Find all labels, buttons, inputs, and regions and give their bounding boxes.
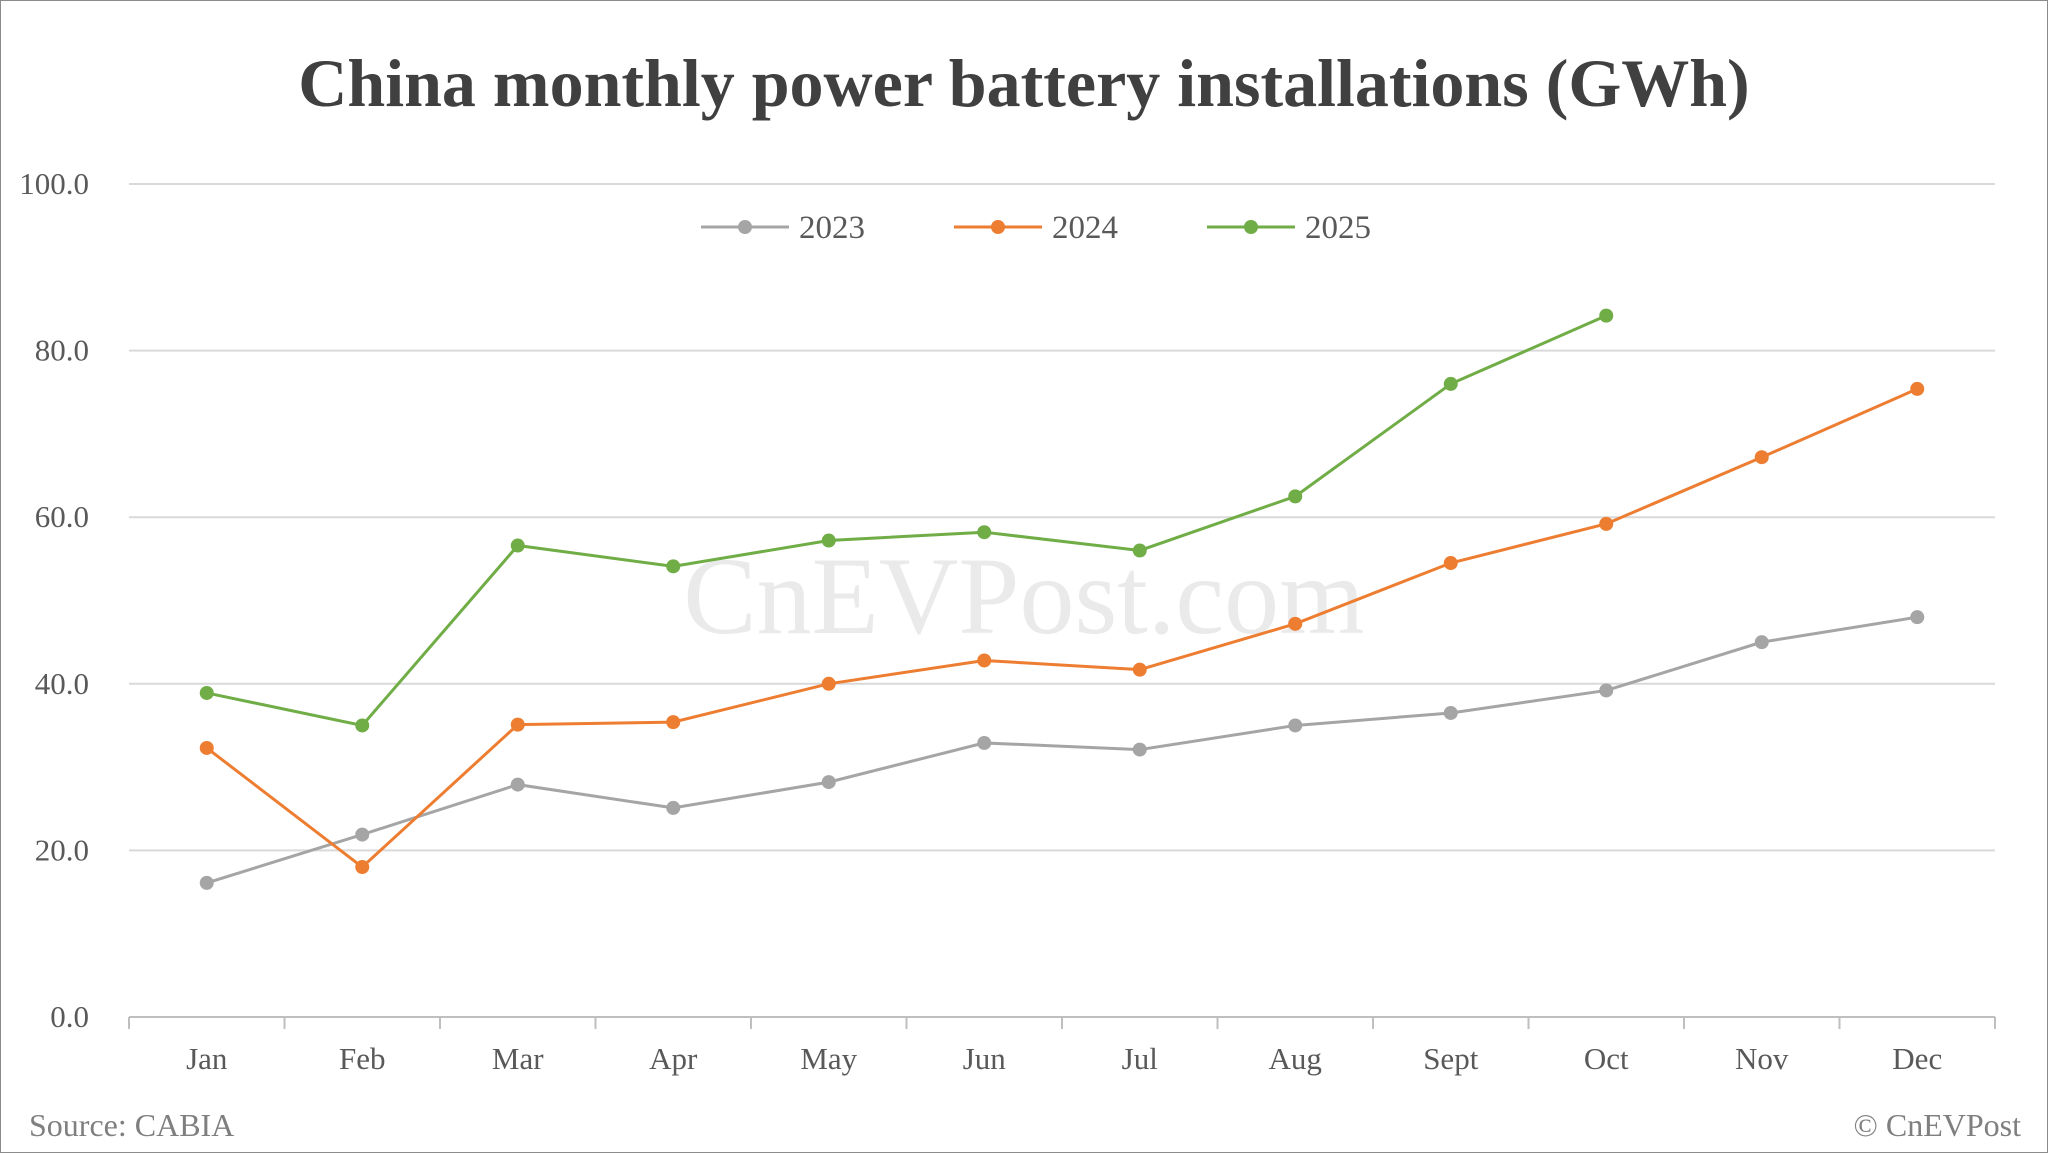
x-tick-label: May bbox=[800, 1041, 857, 1076]
data-point-2023 bbox=[1910, 610, 1925, 625]
data-point-2025 bbox=[355, 718, 370, 733]
data-point-2024 bbox=[977, 653, 992, 668]
y-tick-label: 40.0 bbox=[35, 666, 89, 701]
x-tick-label: Feb bbox=[339, 1041, 386, 1076]
data-point-2023 bbox=[1599, 683, 1614, 698]
data-point-2023 bbox=[666, 800, 681, 815]
legend-marker bbox=[991, 220, 1005, 234]
x-tick-label: Apr bbox=[649, 1041, 698, 1076]
data-point-2023 bbox=[510, 777, 525, 792]
x-tick-label: Aug bbox=[1269, 1041, 1322, 1076]
data-point-2024 bbox=[1599, 516, 1614, 531]
watermark: CnEVPost.com bbox=[683, 535, 1364, 657]
x-tick-label: Nov bbox=[1735, 1041, 1789, 1076]
data-point-2023 bbox=[977, 735, 992, 750]
y-tick-label: 0.0 bbox=[50, 999, 89, 1034]
data-point-2025 bbox=[977, 525, 992, 540]
y-tick-label: 60.0 bbox=[35, 499, 89, 534]
x-tick-label: Jan bbox=[186, 1041, 228, 1076]
data-point-2024 bbox=[1132, 662, 1147, 677]
x-tick-label: Sept bbox=[1423, 1041, 1479, 1076]
data-point-2025 bbox=[666, 559, 681, 574]
y-tick-label: 20.0 bbox=[35, 832, 89, 867]
data-point-2025 bbox=[1599, 308, 1614, 323]
x-tick-label: Dec bbox=[1892, 1041, 1942, 1076]
legend-label: 2024 bbox=[1052, 210, 1118, 246]
data-point-2024 bbox=[510, 717, 525, 732]
x-tick-label: Mar bbox=[492, 1041, 544, 1076]
data-point-2025 bbox=[199, 685, 214, 700]
data-point-2023 bbox=[1288, 718, 1303, 733]
data-point-2025 bbox=[1132, 543, 1147, 558]
legend-marker bbox=[738, 220, 752, 234]
data-point-2024 bbox=[666, 715, 681, 730]
series-line-2023 bbox=[206, 615, 1918, 885]
data-point-2025 bbox=[1288, 489, 1303, 504]
y-tick-label: 80.0 bbox=[35, 333, 89, 368]
series-line-2024 bbox=[205, 387, 1918, 870]
chart-title: China monthly power battery installation… bbox=[298, 45, 1749, 121]
data-point-2023 bbox=[1132, 742, 1147, 757]
data-point-2024 bbox=[1754, 450, 1769, 465]
data-point-2024 bbox=[355, 860, 370, 875]
data-point-2025 bbox=[510, 538, 525, 553]
data-point-2023 bbox=[355, 827, 370, 842]
x-tick-label: Oct bbox=[1584, 1041, 1629, 1076]
x-tick-label: Jun bbox=[963, 1041, 1007, 1076]
data-point-2023 bbox=[199, 875, 214, 890]
data-point-2023 bbox=[821, 775, 836, 790]
x-tick-label: Jul bbox=[1122, 1041, 1158, 1076]
data-point-2023 bbox=[1443, 705, 1458, 720]
data-point-2024 bbox=[1288, 616, 1303, 631]
legend-label: 2025 bbox=[1305, 210, 1371, 246]
data-point-2024 bbox=[1910, 381, 1925, 396]
data-point-2024 bbox=[1443, 556, 1458, 571]
y-tick-label: 100.0 bbox=[19, 166, 89, 201]
series-line-2025 bbox=[206, 314, 1607, 728]
legend-marker bbox=[1244, 220, 1258, 234]
source-note: Source: CABIA bbox=[29, 1107, 234, 1143]
data-point-2025 bbox=[1443, 376, 1458, 391]
legend-label: 2023 bbox=[799, 210, 865, 246]
data-point-2023 bbox=[1754, 635, 1769, 650]
data-point-2025 bbox=[821, 533, 836, 548]
data-point-2024 bbox=[821, 676, 836, 691]
data-point-2024 bbox=[199, 740, 214, 755]
copyright-note: © CnEVPost bbox=[1854, 1107, 2022, 1143]
